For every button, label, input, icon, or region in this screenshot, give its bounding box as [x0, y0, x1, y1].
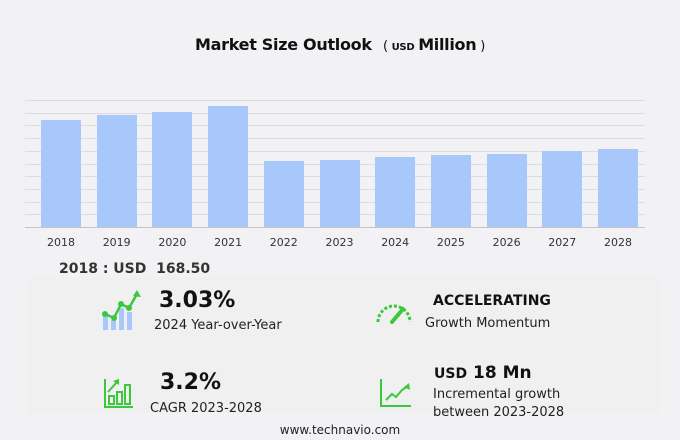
x-label-2028: 2028	[604, 236, 632, 249]
bar-2020	[152, 112, 193, 227]
title-text: Market Size Outlook	[195, 35, 372, 54]
gridline	[25, 150, 645, 152]
gridline	[25, 100, 645, 101]
bar-chart-arrow-icon	[104, 379, 133, 408]
yoy-label: 2024 Year-over-Year	[154, 318, 282, 333]
x-label-2025: 2025	[436, 236, 465, 249]
incremental-label-2: between 2023-2028	[433, 405, 565, 420]
gridline	[25, 112, 645, 114]
gridline	[25, 138, 645, 140]
cagr-label: CAGR 2023-2028	[150, 401, 262, 416]
bar-2019	[96, 115, 137, 227]
x-label-2020: 2020	[158, 236, 187, 249]
bar-2028	[598, 148, 638, 227]
speedometer-icon	[376, 304, 412, 324]
footer-site: www.technavio.com	[279, 423, 401, 437]
bar-2022	[263, 161, 304, 227]
bar-2023	[319, 159, 360, 227]
bar-2018	[41, 119, 81, 227]
bar-line-growth-icon	[102, 290, 141, 330]
momentum-value: ACCELERATING	[433, 293, 551, 309]
incremental-label-1: Incremental growth	[433, 387, 561, 402]
trend-line-icon	[380, 379, 411, 407]
x-label-2024: 2024	[381, 236, 410, 249]
unit-label: ( USD Million )	[382, 35, 485, 54]
x-label-2027: 2027	[548, 236, 577, 249]
x-label-2021: 2021	[214, 236, 243, 249]
bar-2024	[375, 157, 416, 227]
x-label-2026: 2026	[492, 236, 521, 249]
chart-title: Market Size Outlook ( USD Million )	[0, 35, 680, 54]
bar-2027	[542, 151, 583, 227]
x-label-2019: 2019	[102, 236, 131, 249]
bar-2025	[430, 155, 471, 227]
bar-2026	[486, 153, 527, 227]
x-label-2018: 2018	[47, 236, 75, 249]
gridline	[25, 125, 645, 127]
bar-2021	[208, 106, 249, 227]
x-label-2022: 2022	[269, 236, 298, 249]
cagr-value: 3.2%	[160, 370, 222, 395]
bar-chart	[25, 95, 645, 228]
x-label-2023: 2023	[325, 236, 354, 249]
momentum-label: Growth Momentum	[425, 316, 551, 331]
yoy-value: 3.03%	[159, 288, 236, 313]
x-axis-baseline	[25, 227, 645, 228]
incremental-value: USD 18 Mn	[434, 363, 532, 383]
first-year-value: 2018 : USD 168.50	[59, 261, 211, 277]
